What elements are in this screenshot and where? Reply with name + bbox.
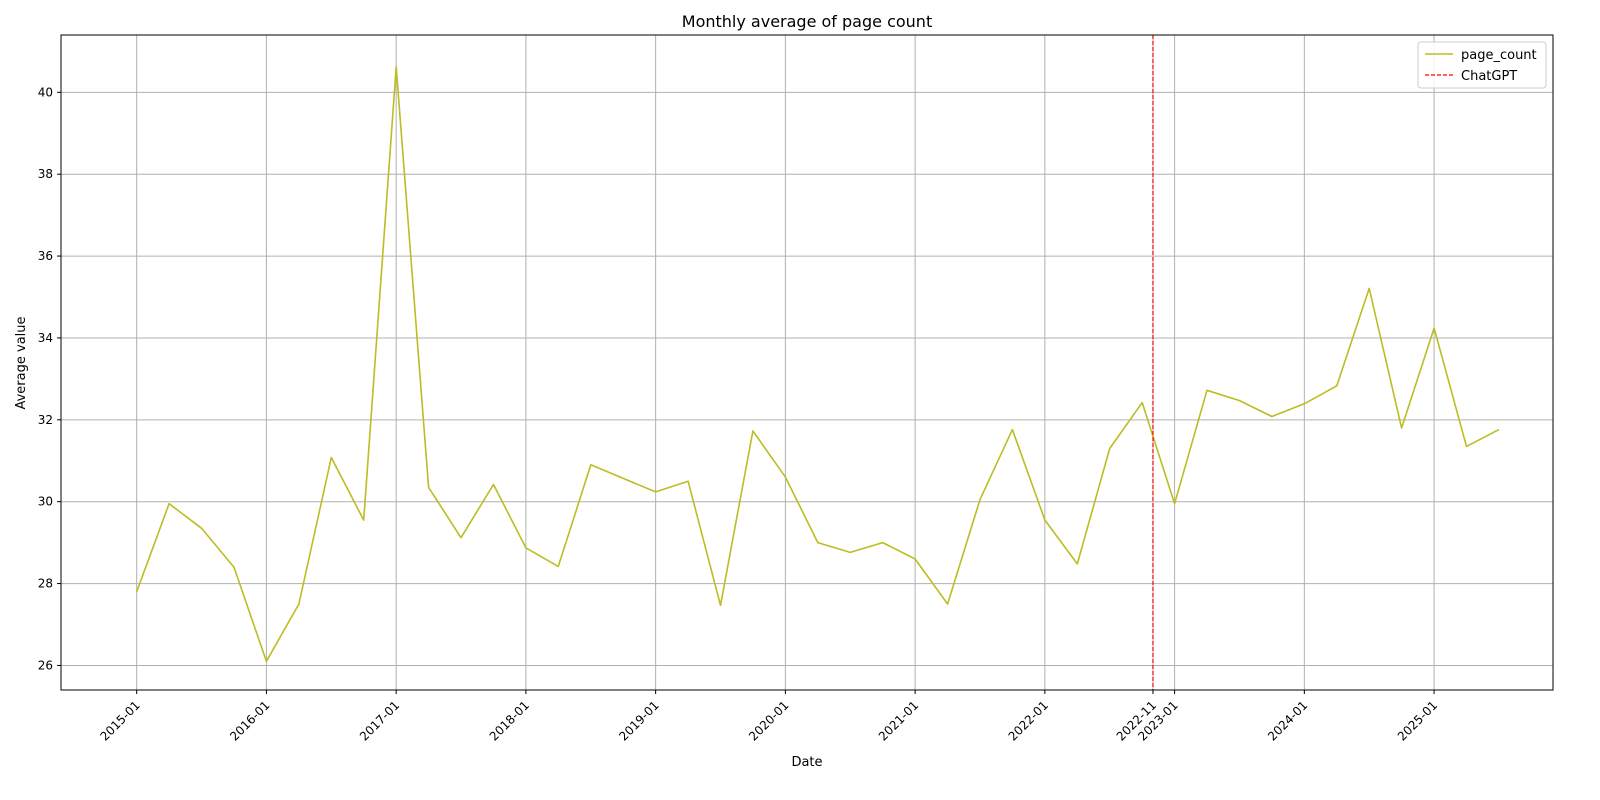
data-point bbox=[848, 550, 853, 555]
data-point bbox=[361, 518, 366, 523]
data-point bbox=[134, 589, 139, 594]
data-point bbox=[880, 540, 885, 545]
data-point bbox=[718, 603, 723, 608]
data-point bbox=[1399, 426, 1404, 431]
data-point bbox=[783, 475, 788, 480]
data-point bbox=[913, 557, 918, 562]
legend-label-chatgpt: ChatGPT bbox=[1461, 69, 1517, 84]
y-axis-ticks: 26 28 30 32 34 36 38 40 bbox=[38, 85, 61, 672]
data-point bbox=[815, 540, 820, 545]
data-point bbox=[426, 485, 431, 490]
x-tick-label: 2019-01 bbox=[616, 698, 661, 743]
chart-title: Monthly average of page count bbox=[682, 12, 932, 31]
data-point bbox=[588, 462, 593, 467]
data-point bbox=[686, 479, 691, 484]
y-tick-label: 26 bbox=[38, 658, 53, 672]
x-axis-ticks: 2015-01 2016-01 2017-01 2018-01 2019-01 2020-… bbox=[97, 690, 1440, 744]
x-tick-label: 2024-01 bbox=[1265, 698, 1310, 743]
data-point bbox=[945, 602, 950, 607]
data-point bbox=[1496, 427, 1501, 432]
x-tick-label: 2021-01 bbox=[876, 698, 921, 743]
data-point bbox=[1075, 561, 1080, 566]
y-tick-label: 40 bbox=[38, 85, 53, 99]
data-point bbox=[1432, 326, 1437, 331]
x-tick-label: 2020-01 bbox=[746, 698, 791, 743]
data-point bbox=[750, 428, 755, 433]
data-point bbox=[1269, 414, 1274, 419]
y-tick-label: 34 bbox=[38, 331, 53, 345]
data-point bbox=[621, 476, 626, 481]
y-tick-label: 30 bbox=[38, 495, 53, 509]
data-point bbox=[459, 535, 464, 540]
data-point bbox=[264, 659, 269, 664]
grid-lines bbox=[61, 35, 1553, 690]
data-point bbox=[296, 602, 301, 607]
data-point bbox=[1334, 383, 1339, 388]
plot-area-frame bbox=[60, 34, 1554, 691]
data-point bbox=[394, 64, 399, 69]
data-point bbox=[1237, 398, 1242, 403]
x-tick-label: 2018-01 bbox=[487, 698, 532, 743]
data-point bbox=[1205, 388, 1210, 393]
data-point bbox=[653, 489, 658, 494]
data-point bbox=[1042, 518, 1047, 523]
data-point bbox=[1107, 446, 1112, 451]
series-line-page_count bbox=[135, 66, 1500, 663]
data-point bbox=[1367, 286, 1372, 291]
data-point bbox=[1010, 427, 1015, 432]
x-tick-label: 2017-01 bbox=[357, 698, 402, 743]
data-point bbox=[167, 501, 172, 506]
series-layer bbox=[134, 64, 1501, 664]
data-point bbox=[1302, 401, 1307, 406]
data-point bbox=[1464, 444, 1469, 449]
x-tick-label: 2025-01 bbox=[1395, 698, 1440, 743]
x-tick-label: 2015-01 bbox=[97, 698, 142, 743]
y-axis-label: Average value bbox=[14, 316, 29, 409]
data-point bbox=[977, 497, 982, 502]
data-point bbox=[329, 455, 334, 460]
y-tick-label: 28 bbox=[38, 577, 53, 591]
data-point bbox=[199, 526, 204, 531]
y-tick-label: 38 bbox=[38, 167, 53, 181]
data-point bbox=[523, 545, 528, 550]
data-point bbox=[1140, 400, 1145, 405]
x-tick-label: 2022-01 bbox=[1006, 698, 1051, 743]
x-tick-label: 2016-01 bbox=[227, 698, 272, 743]
legend-label-page-count: page_count bbox=[1461, 48, 1537, 63]
legend: page_count ChatGPT bbox=[1417, 41, 1547, 89]
data-point bbox=[491, 482, 496, 487]
y-tick-label: 36 bbox=[38, 249, 53, 263]
data-point bbox=[1172, 501, 1177, 506]
data-point bbox=[231, 565, 236, 570]
x-axis-label: Date bbox=[791, 755, 822, 770]
y-tick-label: 32 bbox=[38, 413, 53, 427]
data-point bbox=[556, 564, 561, 569]
